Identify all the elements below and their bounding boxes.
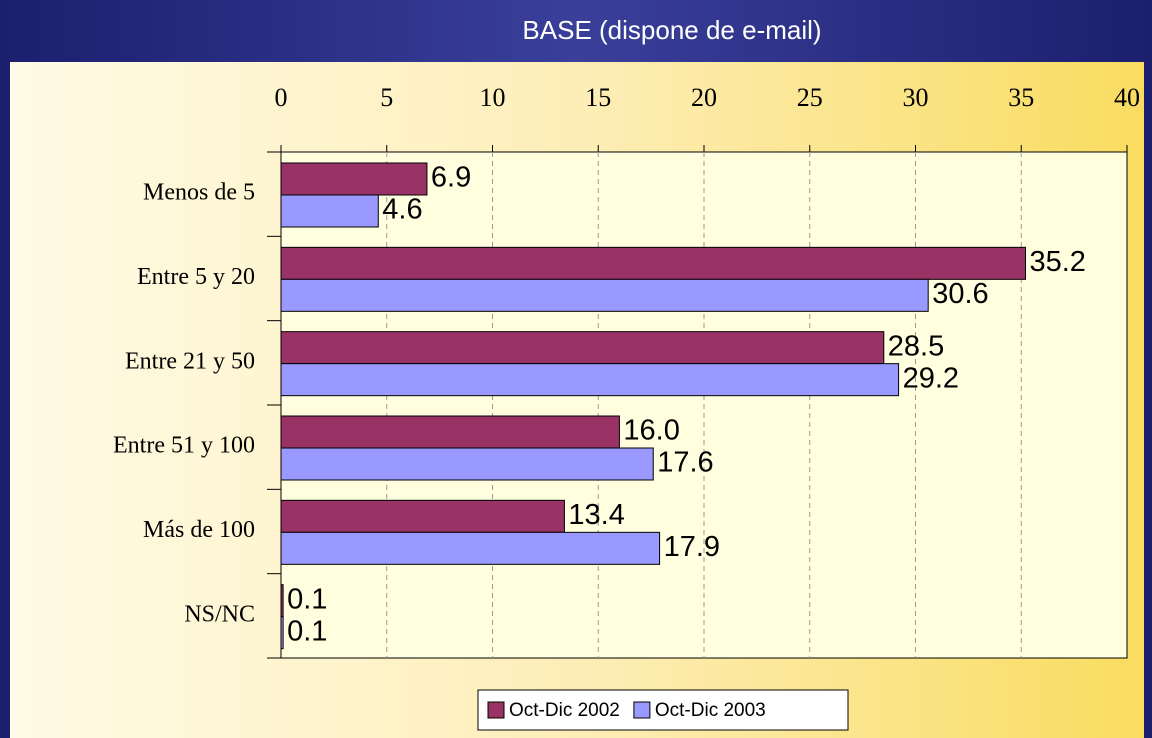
value-label: 30.6 — [932, 278, 988, 310]
legend-swatch — [487, 701, 505, 719]
bar — [280, 162, 428, 196]
bar — [280, 363, 900, 397]
bar — [280, 531, 661, 565]
chart-title: BASE (dispone de e-mail) — [522, 15, 821, 45]
y-tick-label: Menos de 5 — [143, 180, 255, 206]
legend-label: Oct-Dic 2002 — [509, 700, 620, 721]
y-tick-label: Entre 51 y 100 — [113, 433, 255, 459]
x-tick-label: 20 — [691, 83, 717, 112]
x-tick-label: 30 — [903, 83, 929, 112]
value-label: 6.9 — [431, 162, 471, 194]
bar — [280, 278, 929, 312]
bar — [280, 331, 885, 365]
value-label: 28.5 — [888, 330, 944, 362]
value-label: 29.2 — [903, 362, 959, 394]
x-tick-label: 0 — [275, 83, 288, 112]
y-tick-label: NS/NC — [184, 601, 255, 627]
legend — [477, 689, 849, 731]
y-tick-label: Entre 21 y 50 — [125, 348, 255, 374]
y-tick-label: Entre 5 y 20 — [137, 264, 255, 290]
value-label: 13.4 — [568, 499, 624, 531]
bar — [280, 447, 654, 481]
value-label: 17.9 — [664, 531, 720, 563]
value-label: 0.1 — [287, 615, 327, 647]
x-tick-label: 10 — [480, 83, 506, 112]
value-label: 0.1 — [287, 583, 327, 615]
legend-swatch — [633, 701, 651, 719]
bar — [280, 246, 1026, 280]
x-tick-label: 5 — [380, 83, 393, 112]
bar — [280, 499, 565, 533]
y-tick-label: Más de 100 — [143, 517, 255, 543]
value-label: 16.0 — [623, 415, 679, 447]
value-label: 4.6 — [382, 194, 422, 226]
x-tick-label: 35 — [1008, 83, 1034, 112]
value-label: 17.6 — [657, 447, 713, 479]
value-label: 35.2 — [1029, 246, 1085, 278]
x-tick-label: 15 — [585, 83, 611, 112]
x-tick-label: 25 — [797, 83, 823, 112]
x-tick-label: 40 — [1114, 83, 1140, 112]
bar — [280, 415, 620, 449]
legend-label: Oct-Dic 2003 — [655, 700, 766, 721]
bar — [280, 194, 379, 228]
